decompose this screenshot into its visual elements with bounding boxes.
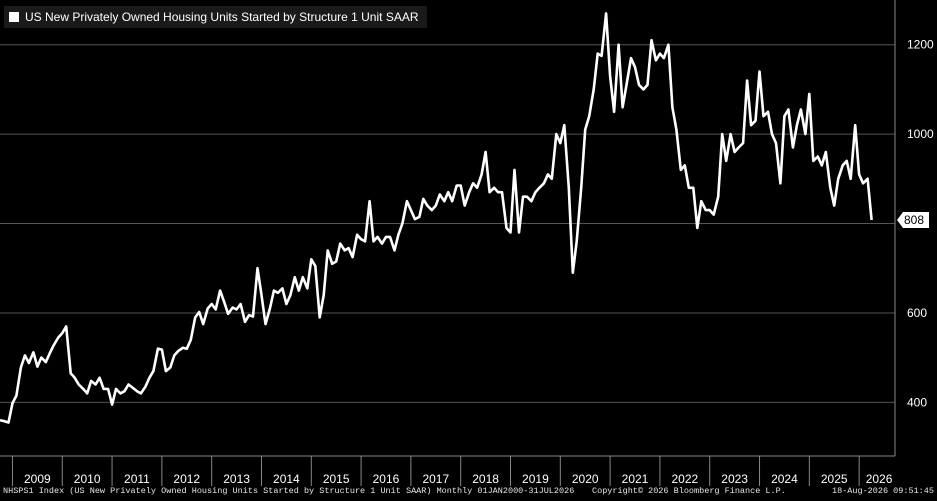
legend-label: US New Privately Owned Housing Units Sta… xyxy=(25,10,419,24)
legend-swatch xyxy=(9,12,19,22)
x-tick-label: 2010 xyxy=(74,472,101,486)
x-tick-label: 2016 xyxy=(373,472,400,486)
x-tick-label: 2026 xyxy=(866,472,893,486)
x-tick-label: 2017 xyxy=(422,472,449,486)
x-tick-label: 2025 xyxy=(821,472,848,486)
x-tick-label: 2014 xyxy=(273,472,300,486)
series-line xyxy=(0,12,873,424)
footer-source: NHSPS1 Index (US New Privately Owned Hou… xyxy=(3,486,575,496)
x-tick-label: 2012 xyxy=(173,472,200,486)
footer-timestamp: 18-Aug-2026 09:51:45 xyxy=(831,486,934,496)
y-tick-label: 1000 xyxy=(907,127,934,141)
y-tick-label: 600 xyxy=(907,306,927,320)
x-tick-label: 2022 xyxy=(671,472,698,486)
x-tick-label: 2009 xyxy=(24,472,51,486)
x-tick-label: 2021 xyxy=(622,472,649,486)
x-tick-label: 2023 xyxy=(721,472,748,486)
x-tick-label: 2011 xyxy=(124,472,150,486)
x-tick-label: 2013 xyxy=(223,472,250,486)
last-value-tag xyxy=(897,211,929,228)
x-tick-label: 2024 xyxy=(771,472,798,486)
x-tick-label: 2020 xyxy=(572,472,599,486)
y-tick-label: 1200 xyxy=(907,38,934,52)
x-tick-label: 2018 xyxy=(472,472,499,486)
x-tick-label: 2015 xyxy=(323,472,350,486)
y-tick-label: 400 xyxy=(907,395,927,409)
footer-copyright: Copyright© 2026 Bloomberg Finance L.P. xyxy=(592,486,786,496)
last-value-label: 808 xyxy=(904,213,924,227)
x-tick-label: 2019 xyxy=(522,472,549,486)
legend: US New Privately Owned Housing Units Sta… xyxy=(4,6,427,28)
